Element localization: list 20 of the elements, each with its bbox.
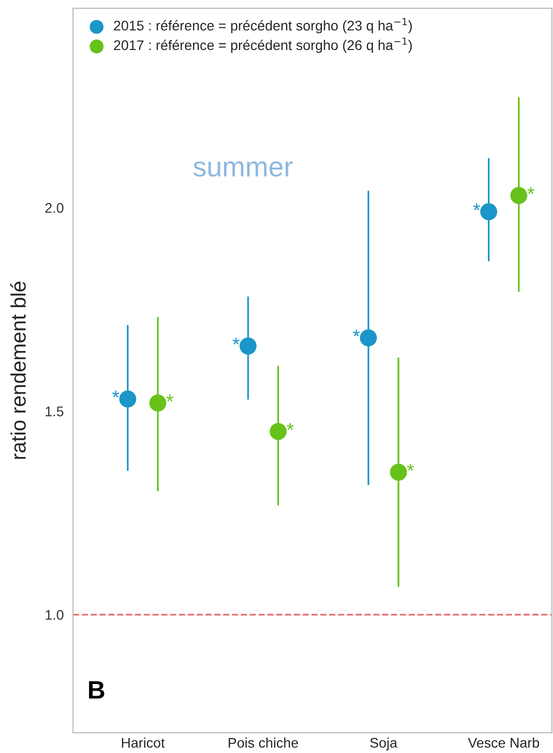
data-label: * bbox=[527, 187, 534, 194]
data-label: * bbox=[352, 330, 360, 336]
data-label: * bbox=[286, 423, 294, 430]
data-label: * bbox=[473, 203, 480, 210]
data-label: * bbox=[112, 390, 120, 398]
annotation: summer bbox=[193, 161, 293, 177]
y-tick-label: 1.0 bbox=[46, 610, 64, 620]
y-tick-label: 2.0 bbox=[45, 203, 64, 213]
legend-label: 2015 : référence = précédent sorgho (23 q ha$^{−1}$) bbox=[114, 18, 412, 34]
y-axis-title: ratio rendement blé bbox=[10, 282, 26, 459]
data-label: * bbox=[407, 464, 414, 471]
x-tick-label: Haricot bbox=[122, 738, 165, 748]
data-label: * bbox=[166, 394, 174, 402]
x-tick-label: Vesce Narb bbox=[468, 738, 540, 748]
legend-label: 2017 : référence = précédent sorgho (26 q ha$^{−1}$) bbox=[114, 38, 412, 53]
x-tick-label: Pois chiche bbox=[228, 738, 298, 748]
x-tick-label: Soja bbox=[370, 738, 398, 750]
data-label: * bbox=[232, 338, 240, 345]
annotation: B bbox=[89, 681, 104, 699]
y-tick-label: 1.5 bbox=[46, 406, 64, 416]
